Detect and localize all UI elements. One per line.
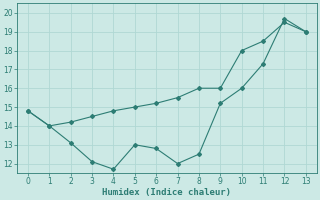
X-axis label: Humidex (Indice chaleur): Humidex (Indice chaleur) xyxy=(102,188,231,197)
